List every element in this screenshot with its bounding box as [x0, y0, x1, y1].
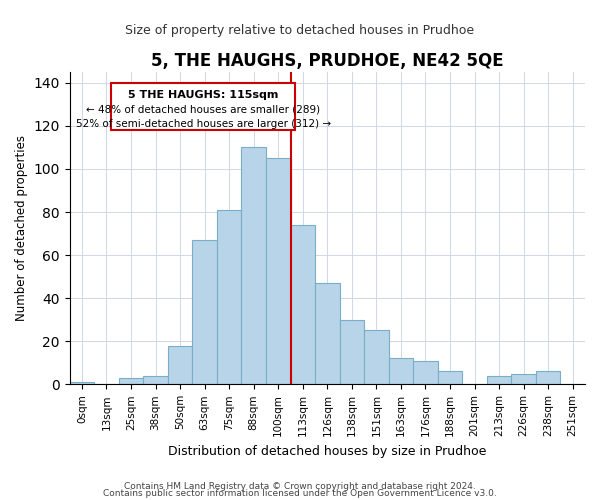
Bar — [315, 283, 340, 384]
Bar — [511, 374, 536, 384]
Bar — [536, 372, 560, 384]
Text: Contains public sector information licensed under the Open Government Licence v3: Contains public sector information licen… — [103, 490, 497, 498]
Bar — [70, 382, 94, 384]
Bar — [241, 148, 266, 384]
Text: 5 THE HAUGHS: 115sqm: 5 THE HAUGHS: 115sqm — [128, 90, 278, 101]
Bar — [340, 320, 364, 384]
Text: Contains HM Land Registry data © Crown copyright and database right 2024.: Contains HM Land Registry data © Crown c… — [124, 482, 476, 491]
Bar — [487, 376, 511, 384]
Bar — [364, 330, 389, 384]
Y-axis label: Number of detached properties: Number of detached properties — [15, 135, 28, 321]
Bar — [266, 158, 290, 384]
Bar — [193, 240, 217, 384]
Text: Size of property relative to detached houses in Prudhoe: Size of property relative to detached ho… — [125, 24, 475, 37]
Bar — [290, 225, 315, 384]
Bar — [217, 210, 241, 384]
Bar — [438, 372, 462, 384]
Text: ← 48% of detached houses are smaller (289): ← 48% of detached houses are smaller (28… — [86, 104, 320, 115]
Bar — [143, 376, 168, 384]
Bar — [168, 346, 193, 385]
Bar — [119, 378, 143, 384]
X-axis label: Distribution of detached houses by size in Prudhoe: Distribution of detached houses by size … — [168, 444, 487, 458]
FancyBboxPatch shape — [112, 83, 295, 130]
Title: 5, THE HAUGHS, PRUDHOE, NE42 5QE: 5, THE HAUGHS, PRUDHOE, NE42 5QE — [151, 52, 503, 70]
Bar — [413, 360, 438, 384]
Text: 52% of semi-detached houses are larger (312) →: 52% of semi-detached houses are larger (… — [76, 120, 331, 130]
Bar — [389, 358, 413, 384]
